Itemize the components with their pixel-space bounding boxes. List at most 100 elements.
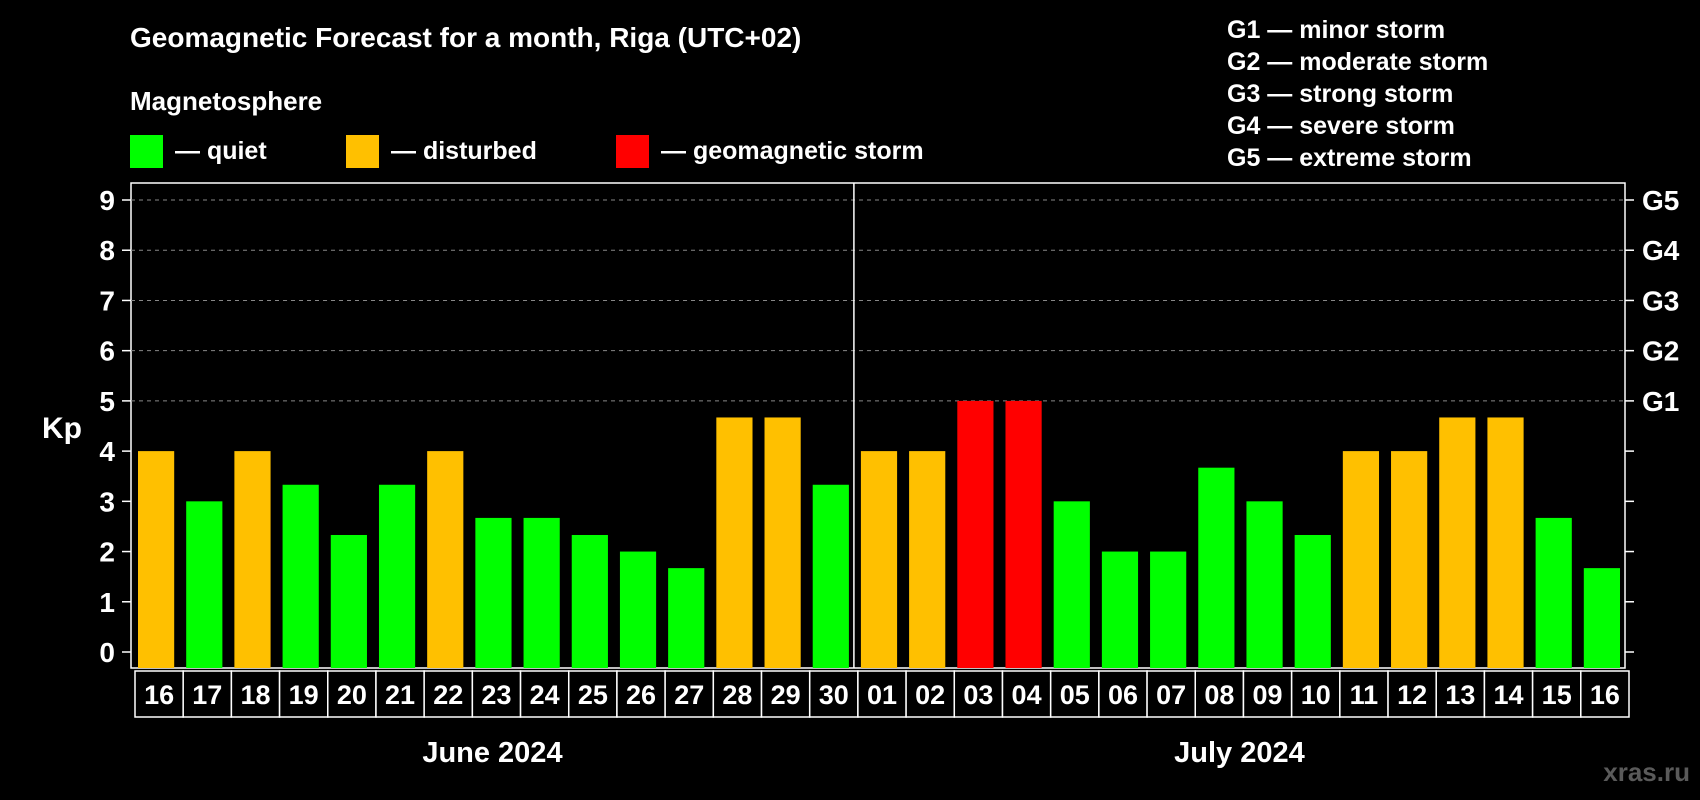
day-label: 22 — [433, 680, 463, 710]
day-label: 26 — [626, 680, 656, 710]
day-label-box — [1242, 670, 1293, 718]
y-tick-label: 7 — [99, 285, 115, 316]
day-label-box — [1098, 670, 1148, 718]
kp-bar — [1150, 551, 1187, 668]
storm-legend-g3: G3 — strong storm — [1227, 80, 1454, 108]
kp-bar — [427, 451, 464, 668]
day-label: 07 — [1156, 680, 1186, 710]
day-label: 19 — [289, 680, 319, 710]
storm-legend-g2: G2 — moderate storm — [1227, 48, 1489, 76]
storm-scale-legend: G1 — minor storm G2 — moderate storm G3 … — [1227, 14, 1488, 174]
day-label-box — [278, 670, 329, 718]
kp-bar — [1535, 517, 1572, 668]
kp-bar — [619, 551, 657, 668]
day-label: 23 — [481, 680, 511, 710]
kp-bar — [1583, 568, 1620, 668]
day-label-box — [327, 670, 377, 718]
month-label: July 2024 — [1174, 737, 1305, 769]
day-label-box — [1290, 670, 1341, 718]
day-label: 20 — [337, 680, 367, 710]
day-label: 14 — [1493, 680, 1523, 710]
legend-heading: Magnetosphere — [130, 86, 323, 116]
month-label: June 2024 — [422, 737, 562, 769]
y-tick-label: 6 — [99, 336, 115, 367]
y-tick-label: 8 — [99, 235, 115, 266]
chart-title: Geomagnetic Forecast for a month, Riga (… — [130, 22, 802, 53]
kp-bar — [957, 400, 994, 668]
y-tick-label: 2 — [99, 537, 115, 568]
g-scale-label: G3 — [1642, 285, 1679, 316]
day-label: 01 — [867, 680, 897, 710]
day-label-box — [423, 670, 474, 718]
day-label-box — [1483, 670, 1534, 718]
y-tick-label: 5 — [99, 386, 115, 417]
kp-bar — [186, 501, 223, 668]
day-label-box — [1531, 670, 1582, 718]
y-tick-label: 9 — [99, 185, 115, 216]
storm-legend-g5: G5 — extreme storm — [1227, 144, 1472, 172]
day-label-box — [808, 670, 859, 718]
day-label: 29 — [771, 680, 801, 710]
day-label-box — [616, 670, 666, 718]
day-label: 21 — [385, 680, 415, 710]
kp-bar — [1053, 501, 1090, 668]
day-label: 18 — [240, 680, 270, 710]
day-label-box — [1580, 670, 1630, 718]
kp-bar — [860, 451, 898, 668]
day-label: 04 — [1012, 680, 1042, 710]
day-label: 15 — [1542, 680, 1572, 710]
kp-bar — [1439, 417, 1476, 668]
y-tick-label: 1 — [99, 587, 115, 618]
day-label-box — [1194, 670, 1245, 718]
kp-bar — [668, 568, 705, 668]
kp-bar — [1294, 534, 1331, 668]
day-label: 11 — [1350, 680, 1379, 710]
day-label: 16 — [1590, 680, 1620, 710]
day-label: 03 — [963, 680, 993, 710]
day-label-box — [1435, 670, 1486, 718]
day-label: 09 — [1253, 680, 1283, 710]
day-label-box — [1146, 670, 1197, 718]
kp-bar — [282, 484, 319, 668]
kp-bar — [716, 417, 753, 668]
legend-label-storm: — geomagnetic storm — [661, 136, 924, 165]
day-label: 05 — [1060, 680, 1090, 710]
day-label: 24 — [530, 680, 560, 710]
kp-bar — [475, 517, 512, 668]
day-label: 28 — [722, 680, 752, 710]
day-label: 17 — [192, 680, 222, 710]
day-label: 30 — [819, 680, 849, 710]
kp-bar — [909, 451, 946, 668]
y-tick-label: 4 — [99, 436, 115, 467]
y-tick-label: 3 — [99, 486, 115, 517]
kp-bar — [1005, 400, 1042, 668]
kp-bar — [1198, 467, 1235, 668]
day-label: 16 — [144, 680, 174, 710]
kp-bar — [764, 417, 801, 668]
kp-bar — [138, 451, 175, 668]
quiet-swatch — [130, 134, 163, 168]
day-label-box — [567, 670, 618, 718]
disturbed-swatch — [346, 134, 379, 168]
day-label-box — [712, 670, 763, 718]
legend-item-quiet: — quiet — [130, 134, 267, 168]
day-label: 06 — [1108, 680, 1138, 710]
kp-bar — [1342, 451, 1380, 668]
kp-bar — [330, 534, 367, 668]
g-scale-label: G2 — [1642, 336, 1679, 367]
day-label: 13 — [1445, 680, 1475, 710]
kp-bar — [378, 484, 416, 668]
day-label: 25 — [578, 680, 608, 710]
g-scale-label: G1 — [1642, 386, 1679, 417]
kp-bar — [1391, 451, 1428, 668]
kp-bar — [812, 484, 849, 668]
legend-label-disturbed: — disturbed — [391, 136, 537, 165]
kp-bar — [1246, 501, 1283, 668]
kp-bar — [1487, 417, 1524, 668]
day-label-box — [760, 670, 811, 718]
day-label: 27 — [674, 680, 704, 710]
watermark: xras.ru — [1603, 757, 1690, 787]
day-label-box — [857, 670, 907, 718]
day-label-box — [471, 670, 522, 718]
